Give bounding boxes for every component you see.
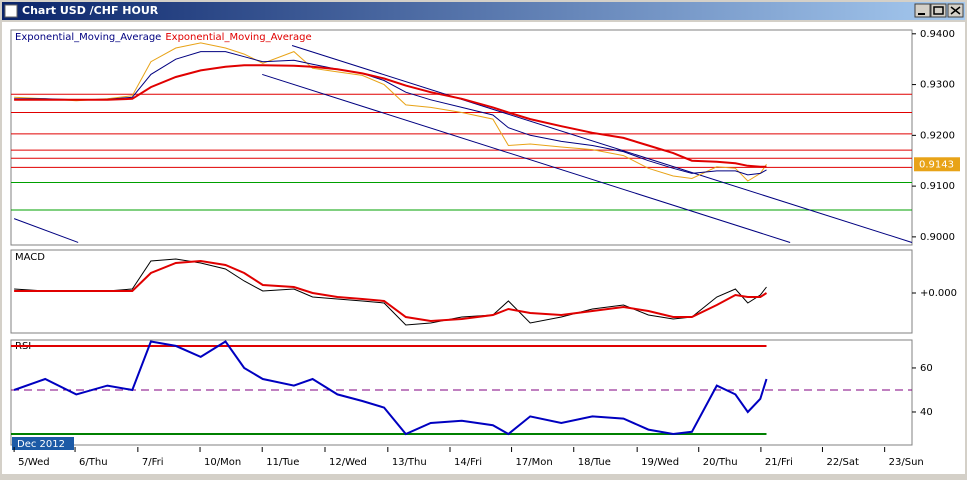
window-title: Chart USD /CHF HOUR [22, 4, 159, 17]
minimize-button[interactable] [914, 3, 931, 18]
trend-line [13, 218, 79, 243]
x-tick-label: 22/Sat [826, 457, 859, 468]
y-tick-label: 0.9000 [920, 232, 955, 243]
x-tick-label: 20/Thu [703, 457, 738, 468]
x-tick-label: 18/Tue [578, 457, 611, 468]
x-tick-label: 23/Sun [889, 457, 924, 468]
x-tick-label: 12/Wed [329, 457, 367, 468]
legend-entry: Exponential_Moving_Average [165, 32, 311, 43]
x-tick-label: 14/Fri [454, 457, 482, 468]
series-line [13, 340, 768, 436]
series-line [14, 64, 767, 168]
close-glyph [950, 6, 961, 15]
y-tick-label: 0.9300 [920, 80, 955, 91]
current-price-label: 0.9143 [919, 159, 954, 170]
series-line [14, 51, 767, 176]
x-tick-label: 21/Fri [765, 457, 793, 468]
period-box [12, 437, 74, 450]
window-icon [4, 4, 18, 18]
macd-pane [10, 249, 913, 334]
x-tick-label: 7/Fri [142, 457, 164, 468]
legend-entry: Exponential_Moving_Average [15, 32, 161, 43]
period-label: Dec 2012 [17, 439, 65, 450]
trend-line [262, 73, 791, 243]
x-tick-label: 5/Wed [18, 457, 50, 468]
x-tick-label: 11/Tue [266, 457, 299, 468]
y-tick-label: 40 [920, 407, 933, 418]
current-price-box [914, 157, 960, 172]
x-tick-label: 19/Wed [641, 457, 679, 468]
y-tick-label: 0.9400 [920, 29, 955, 40]
x-tick-label: 13/Thu [392, 457, 427, 468]
window-buttons [914, 3, 964, 18]
y-tick-label: 60 [920, 363, 933, 374]
series-line [14, 259, 768, 323]
trend-line [291, 45, 913, 243]
y-tick-label: 0.9200 [920, 130, 955, 141]
x-tick-label: 10/Mon [204, 457, 241, 468]
macd-label: MACD [15, 252, 45, 263]
title-bar [2, 2, 965, 20]
x-tick-label: 6/Thu [79, 457, 108, 468]
y-tick-label: 0.9100 [920, 181, 955, 192]
maximize-glyph [933, 6, 944, 15]
y-tick-label: +0.000 [920, 288, 957, 299]
series-line [14, 42, 767, 182]
x-tick-label: 17/Mon [516, 457, 553, 468]
